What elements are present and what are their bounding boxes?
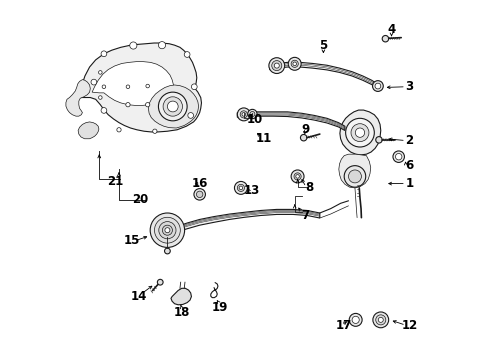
Circle shape [237,108,250,121]
Circle shape [372,81,383,91]
Text: 18: 18 [173,306,189,319]
Circle shape [99,71,102,74]
Text: 7: 7 [301,210,309,222]
Circle shape [351,316,359,323]
Circle shape [274,63,279,68]
Circle shape [157,279,163,285]
Polygon shape [80,43,201,132]
Circle shape [374,83,380,89]
Circle shape [247,109,257,119]
Circle shape [187,113,193,118]
Text: 14: 14 [130,290,146,303]
Circle shape [378,318,383,322]
Text: 19: 19 [211,301,227,314]
Text: 1: 1 [405,177,413,190]
Circle shape [300,134,306,141]
Circle shape [295,175,299,178]
Circle shape [158,41,165,49]
Circle shape [287,57,301,70]
Text: 15: 15 [123,234,140,247]
Polygon shape [339,110,380,155]
Circle shape [249,112,254,117]
Text: 2: 2 [405,134,413,147]
Polygon shape [269,62,376,88]
Polygon shape [66,80,90,116]
Circle shape [345,118,373,147]
Circle shape [293,173,301,180]
Text: 17: 17 [335,319,351,332]
Circle shape [375,315,385,325]
Circle shape [129,42,137,49]
Circle shape [145,84,149,88]
Text: 3: 3 [405,80,413,93]
Circle shape [382,36,388,42]
Polygon shape [338,154,370,188]
Circle shape [242,113,245,116]
Text: 4: 4 [386,23,395,36]
Circle shape [392,151,404,162]
Polygon shape [237,112,344,131]
Circle shape [164,248,170,254]
Circle shape [117,128,121,132]
Circle shape [162,225,172,235]
Circle shape [125,103,130,107]
Circle shape [101,51,106,57]
Circle shape [91,79,97,85]
Polygon shape [176,210,319,232]
Circle shape [102,85,105,89]
Polygon shape [171,288,191,305]
Circle shape [239,186,242,190]
Text: 20: 20 [132,193,148,206]
Circle shape [268,58,284,73]
Circle shape [126,85,129,89]
Polygon shape [78,122,99,139]
Circle shape [145,103,149,107]
Circle shape [355,128,364,137]
Text: 9: 9 [301,123,309,136]
Text: 6: 6 [405,159,413,172]
Circle shape [348,170,361,183]
Text: 5: 5 [319,39,327,52]
Circle shape [167,101,178,112]
Text: 8: 8 [305,181,312,194]
Circle shape [163,97,182,116]
Circle shape [194,189,205,200]
Circle shape [159,222,176,239]
Circle shape [164,228,169,233]
Circle shape [375,136,382,143]
Circle shape [344,166,365,187]
Polygon shape [92,62,173,105]
Text: 16: 16 [191,177,207,190]
Circle shape [158,92,187,121]
Circle shape [237,184,244,192]
Text: 21: 21 [107,175,123,188]
Circle shape [271,60,281,71]
Circle shape [99,96,102,99]
Circle shape [152,129,157,134]
Circle shape [150,213,184,247]
Polygon shape [148,85,198,128]
Circle shape [292,62,296,66]
Circle shape [350,124,368,141]
Circle shape [372,312,388,328]
Circle shape [184,51,190,57]
Circle shape [240,111,247,118]
Circle shape [191,84,197,90]
Text: 10: 10 [246,113,263,126]
Circle shape [101,108,106,113]
Circle shape [196,191,203,198]
Text: 13: 13 [243,184,259,197]
Circle shape [234,181,247,194]
Circle shape [395,153,401,160]
Circle shape [290,170,304,183]
Text: 12: 12 [401,319,417,332]
Text: 11: 11 [256,132,272,145]
Circle shape [154,217,180,243]
Circle shape [348,314,362,326]
Circle shape [290,60,298,67]
